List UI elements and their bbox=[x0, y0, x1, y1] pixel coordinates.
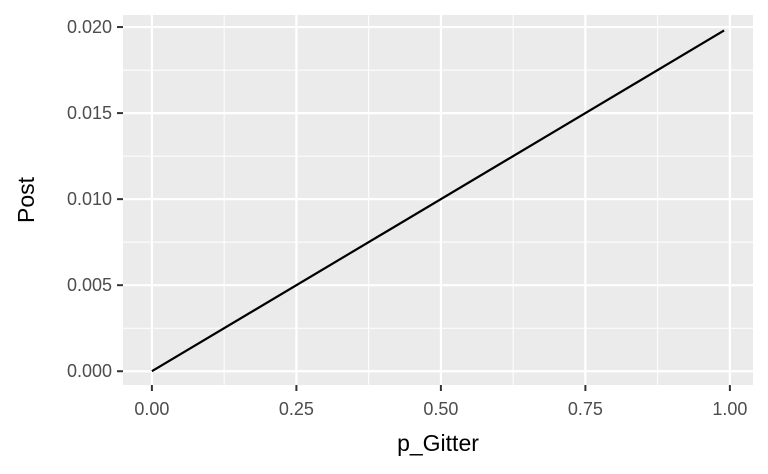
y-tick-label: 0.010 bbox=[67, 189, 112, 209]
y-tick-label: 0.020 bbox=[67, 17, 112, 37]
x-axis-title: p_Gitter bbox=[397, 430, 479, 456]
x-tick-label: 0.50 bbox=[423, 399, 458, 419]
series-line bbox=[151, 29, 725, 373]
x-tick-label: 0.75 bbox=[568, 399, 603, 419]
x-tick-label: 0.25 bbox=[279, 399, 314, 419]
x-axis: 0.00 0.25 0.50 0.75 1.00 bbox=[134, 385, 747, 419]
x-tick-label: 1.00 bbox=[712, 399, 747, 419]
y-tick-label: 0.000 bbox=[67, 361, 112, 381]
y-tick-label: 0.005 bbox=[67, 275, 112, 295]
x-tick-label: 0.00 bbox=[134, 399, 169, 419]
series-layer bbox=[151, 29, 725, 373]
y-axis: 0.000 0.005 0.010 0.015 0.020 bbox=[67, 17, 123, 381]
y-axis-title: Post bbox=[13, 176, 39, 223]
y-tick-label: 0.015 bbox=[67, 103, 112, 123]
